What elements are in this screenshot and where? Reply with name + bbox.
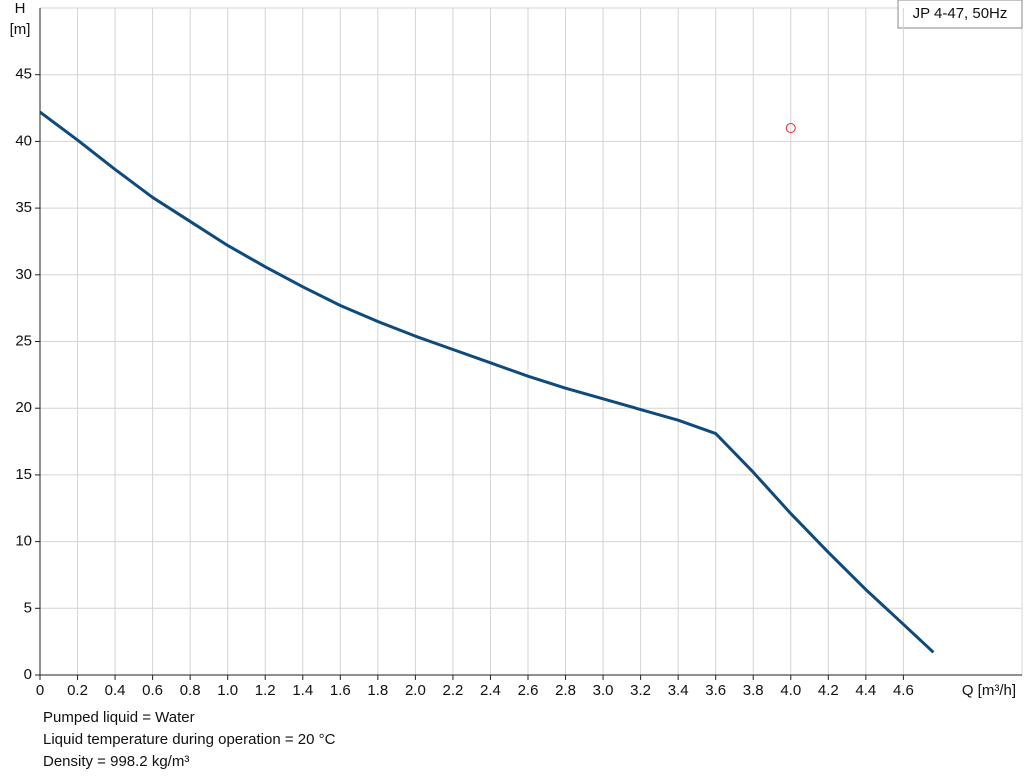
x-tick-label: 1.2 — [255, 682, 276, 699]
y-tick-label: 15 — [15, 466, 32, 483]
y-tick-label: 30 — [15, 266, 32, 283]
x-tick-label: 2.8 — [555, 682, 576, 699]
y-tick-label: 20 — [15, 399, 32, 416]
note: Pumped liquid = Water — [43, 709, 195, 726]
x-tick-label: 3.4 — [668, 682, 689, 699]
x-tick-label: 2.6 — [518, 682, 539, 699]
x-tick-label: 4.6 — [893, 682, 914, 699]
y-tick-label: 25 — [15, 332, 32, 349]
duty-point — [785, 123, 796, 134]
y-tick-label: 45 — [15, 66, 32, 83]
y-tick-label: 35 — [15, 199, 32, 216]
x-tick-label: 0.4 — [105, 682, 126, 699]
x-tick-label: 1.8 — [367, 682, 388, 699]
y-axis-label: H — [15, 0, 26, 17]
x-tick-label: 3.8 — [743, 682, 764, 699]
x-tick-label: 1.6 — [330, 682, 351, 699]
x-tick-label: 0.2 — [67, 682, 88, 699]
x-tick-label: 3.2 — [630, 682, 651, 699]
y-tick-label: 5 — [24, 599, 32, 616]
y-axis-unit: [m] — [10, 21, 31, 38]
title-box — [897, 0, 1023, 29]
x-tick-label: 1.4 — [292, 682, 313, 699]
chart-title: JP 4-47, 50Hz — [913, 5, 1008, 22]
x-tick-label: 3.0 — [593, 682, 614, 699]
y-tick-label: 10 — [15, 533, 32, 550]
pump-curve — [39, 110, 935, 654]
x-tick-label: 0.8 — [180, 682, 201, 699]
x-tick-label: 4.4 — [855, 682, 876, 699]
y-tick-label: 40 — [15, 132, 32, 149]
x-tick-label: 2.0 — [405, 682, 426, 699]
x-tick-label: 2.4 — [480, 682, 501, 699]
note: Density = 998.2 kg/m³ — [43, 753, 189, 770]
x-tick-label: 1.0 — [217, 682, 238, 699]
x-tick-label: 4.0 — [780, 682, 801, 699]
x-tick-label: 0.6 — [142, 682, 163, 699]
x-axis-label: Q [m³/h] — [962, 682, 1016, 699]
note: Liquid temperature during operation = 20… — [43, 731, 336, 748]
x-tick-label: 2.2 — [442, 682, 463, 699]
x-tick-label: 4.2 — [818, 682, 839, 699]
x-tick-label: 0 — [36, 682, 44, 699]
x-tick-label: 3.6 — [705, 682, 726, 699]
y-tick-label: 0 — [24, 666, 32, 683]
